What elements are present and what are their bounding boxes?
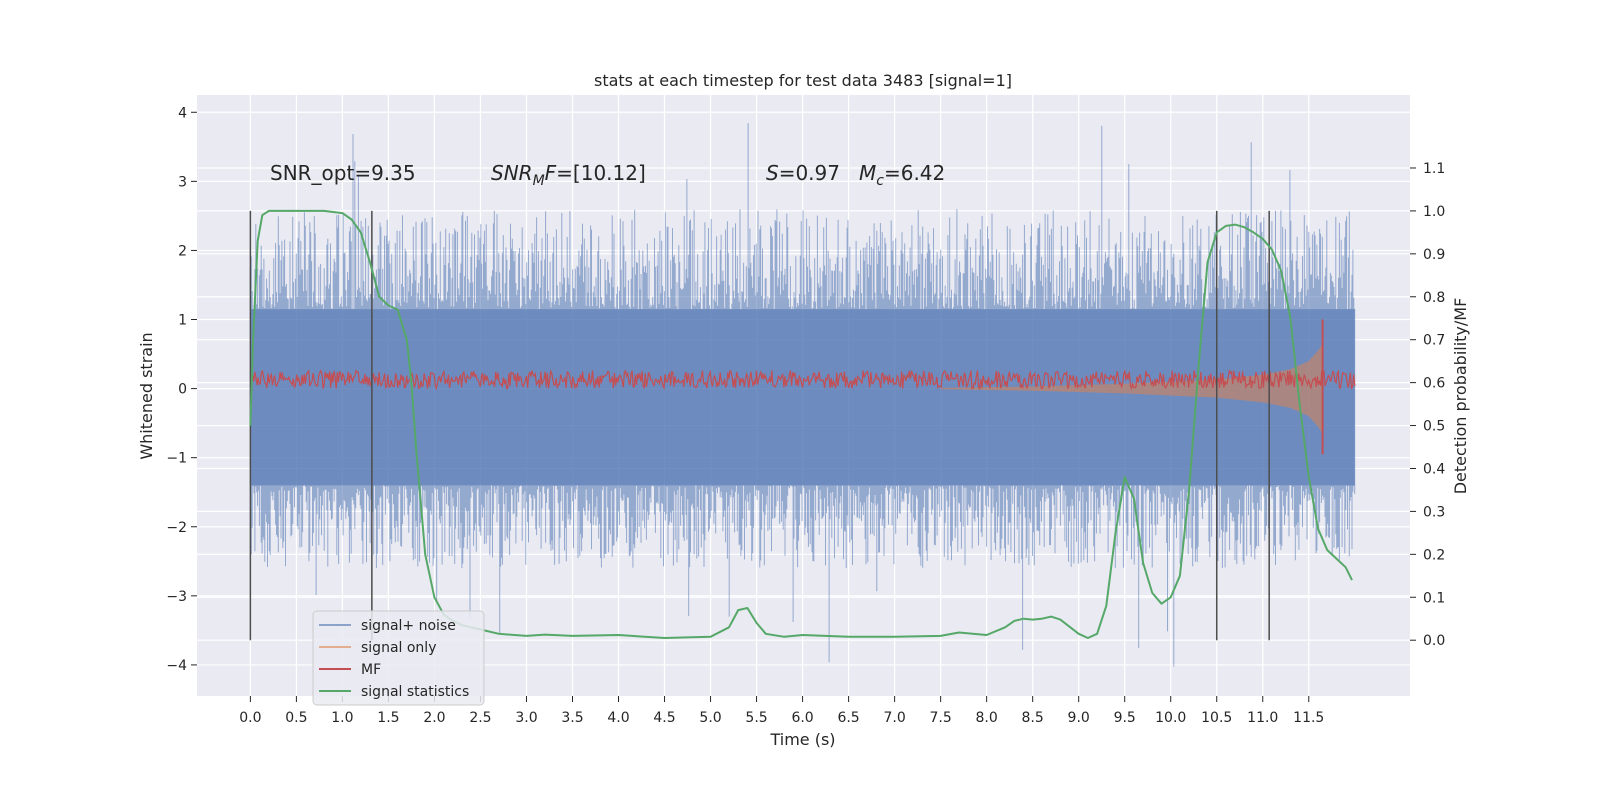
legend: signal+ noise signal only MF signal stat… xyxy=(312,610,485,706)
legend-label-signal-plus-noise: signal+ noise xyxy=(361,618,456,634)
y2-tick-label: 0.7 xyxy=(1423,333,1445,349)
x-tick-label: 1.5 xyxy=(377,710,399,726)
y2-tick-label: 0.8 xyxy=(1423,290,1445,306)
y2-tick-label: 0.2 xyxy=(1423,547,1445,563)
x-tick-label: 8.5 xyxy=(1022,710,1044,726)
annotation-snr-opt: SNR_opt=9.35 xyxy=(270,161,416,185)
x-tick-label: 11.0 xyxy=(1247,710,1278,726)
annotation-snr-mf-mid: F xyxy=(545,161,557,185)
x-tick-label: 5.0 xyxy=(699,710,721,726)
y-tick-label: 1 xyxy=(178,313,187,329)
x-tick-label: 4.0 xyxy=(607,710,629,726)
x-tick-label: 3.5 xyxy=(561,710,583,726)
y2-tick-label: 1.0 xyxy=(1423,204,1445,220)
x-tick-label: 3.0 xyxy=(515,710,537,726)
legend-label-signal-only: signal only xyxy=(361,640,436,656)
legend-label-signal-statistics: signal statistics xyxy=(361,684,469,700)
x-tick-label: 6.0 xyxy=(791,710,813,726)
y-tick-label: −3 xyxy=(166,589,187,605)
annotation-s-value: =0.97 xyxy=(779,161,840,185)
x-tick-label: 10.5 xyxy=(1201,710,1232,726)
series-signal-statistics xyxy=(249,209,1353,639)
y2-tick-label: 0.0 xyxy=(1423,633,1445,649)
annotation-snr-mf-value: =[10.12] xyxy=(556,161,646,185)
annotation-snr-mf: SNRMF=[10.12] xyxy=(491,161,646,189)
y-tick-label: 2 xyxy=(178,243,187,259)
mf-line xyxy=(250,368,1356,391)
x-tick-label: 9.0 xyxy=(1068,710,1090,726)
x-axis-ticks: 0.0 0.5 1.0 1.5 2.0 2.5 3.0 3.5 4.0 4.5 5.0 5.5 6.0 6… xyxy=(239,696,1324,726)
annotation-mc: Mc=6.42 xyxy=(859,161,945,189)
y2-tick-label: 0.5 xyxy=(1423,419,1445,435)
x-tick-label: 2.5 xyxy=(469,710,491,726)
annotation-s-symbol: S xyxy=(766,161,779,185)
series-mf xyxy=(250,319,1356,455)
y-tick-label: −2 xyxy=(166,520,187,536)
x-tick-label: 1.0 xyxy=(331,710,353,726)
x-tick-label: 9.5 xyxy=(1114,710,1136,726)
y2-tick-label: 0.1 xyxy=(1423,590,1445,606)
signal-statistics-line xyxy=(249,209,1353,639)
x-tick-label: 7.0 xyxy=(883,710,905,726)
y-tick-label: −1 xyxy=(166,451,187,467)
annotation-mc-sub: c xyxy=(876,173,884,189)
x-tick-label: 6.5 xyxy=(837,710,859,726)
x-tick-label: 5.5 xyxy=(745,710,767,726)
y2-tick-label: 0.4 xyxy=(1423,461,1445,477)
annotation-mc-symbol: M xyxy=(859,161,876,185)
x-tick-label: 10.0 xyxy=(1155,710,1186,726)
y-tick-label: −4 xyxy=(166,658,187,674)
chart-title: stats at each timestep for test data 348… xyxy=(594,71,1012,90)
legend-box xyxy=(312,610,485,706)
annotation-snr-mf-sub: M xyxy=(533,173,545,189)
legend-label-mf: MF xyxy=(361,662,381,678)
x-tick-label: 8.0 xyxy=(976,710,998,726)
y2-axis-label: Detection probability/MF xyxy=(1451,298,1470,495)
series-signal-plus-noise xyxy=(249,123,1356,667)
y-tick-label: 3 xyxy=(178,174,187,190)
annotation-snr-mf-prefix: SNR xyxy=(491,161,533,185)
y2-tick-label: 0.6 xyxy=(1423,376,1445,392)
y-axis-label: Whitened strain xyxy=(137,332,156,459)
x-tick-label: 7.5 xyxy=(929,710,951,726)
x-tick-label: 0.0 xyxy=(239,710,261,726)
x-tick-label: 0.5 xyxy=(285,710,307,726)
y-tick-label: 0 xyxy=(178,382,187,398)
annotation-s: S=0.97 xyxy=(766,161,840,185)
annotation-mc-value: =6.42 xyxy=(884,161,945,185)
y2-tick-label: 0.9 xyxy=(1423,247,1445,263)
x-tick-label: 11.5 xyxy=(1293,710,1324,726)
y-tick-label: 4 xyxy=(178,105,187,121)
y-axis-ticks: 4 3 2 1 0 −1 −2 −3 −4 xyxy=(166,105,197,674)
x-tick-label: 4.5 xyxy=(653,710,675,726)
y2-tick-label: 0.3 xyxy=(1423,504,1445,520)
x-tick-label: 2.0 xyxy=(423,710,445,726)
x-axis-label: Time (s) xyxy=(769,730,835,749)
y2-tick-label: 1.1 xyxy=(1423,161,1445,177)
y2-axis-ticks: 1.1 1.0 0.9 0.8 0.7 0.6 0.5 0.4 0.3 0.2 0.1 0.0 xyxy=(1410,161,1445,649)
